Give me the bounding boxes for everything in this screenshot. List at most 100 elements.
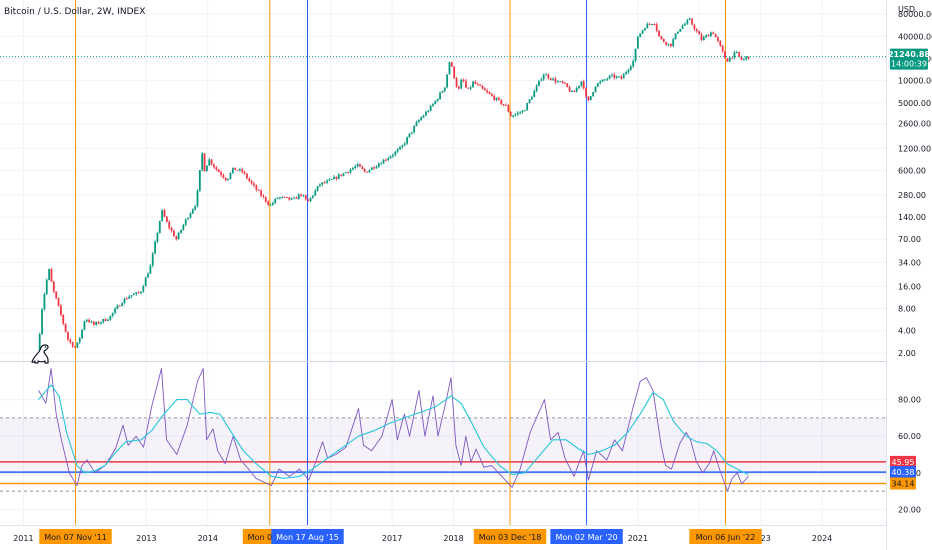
date-marker-label: Mon 02 Mar '20 [555,533,617,542]
candle-body [347,172,350,174]
candle-body [681,25,684,29]
candle-body [323,182,326,184]
candle-body [191,209,194,214]
level-label: 40.38 [892,468,915,477]
candle-body [695,29,698,32]
candle-body [311,195,314,198]
candle-body [552,78,554,80]
candle-body [304,195,307,200]
candle-body [90,321,93,323]
candle-body [611,74,613,76]
year-tick-label: 2018 [443,534,463,543]
candle-body [354,166,357,169]
oscillator-tick-label: 60.00 [898,432,921,441]
candle-body [479,84,481,86]
last-price-badge [890,48,928,70]
date-marker-badge[interactable] [473,529,547,544]
candle-body [542,74,545,80]
candle-body [686,19,689,24]
candle-body [432,104,434,106]
candle-body [264,196,267,202]
date-marker-badge[interactable] [689,529,762,544]
date-marker-badge[interactable] [39,529,112,544]
candle-body [377,163,380,167]
candle-body [559,81,562,83]
candle-body [107,319,109,322]
candle-body [373,167,376,169]
year-tick-label: 2013 [136,534,156,543]
candle-body [203,153,206,172]
candle-body [156,233,159,242]
candle-body [255,185,258,190]
candle-body [545,74,547,76]
oscillator-line [38,368,749,492]
price-tick-label: 600.00 [898,167,926,176]
candle-body [698,31,701,35]
candle-body [709,32,712,37]
candle-body [580,81,583,86]
oscillator-signal-line [38,384,749,479]
candle-body [392,154,394,157]
price-tick-label: 16.00 [898,282,921,291]
candle-body [48,269,51,280]
candle-body [427,110,430,112]
date-marker-label: Mon 03 Dec '18 [479,533,542,542]
candle-body [173,230,175,237]
candle-body [575,88,578,92]
candle-body [625,72,628,75]
candle-body [446,74,449,88]
price-axis[interactable]: 2.00 4.00 8.00 16.00 34.00 70.00 140.00 280.00 6… [898,10,932,358]
candle-body [563,82,566,84]
candle-body [639,33,642,37]
candle-body [64,323,67,332]
candle-body [234,167,237,170]
candle-body [413,126,416,133]
candle-body [490,94,493,96]
candle-body [187,217,189,220]
candle-body [589,96,592,101]
year-tick-label: 2017 [382,534,402,543]
candle-body [408,133,411,138]
candle-body [368,170,371,173]
candle-body [288,197,291,200]
candle-body [679,28,682,32]
candle-body [243,171,246,174]
candle-body [286,196,288,198]
candle-body [189,213,192,218]
chart-title: Bitcoin / U.S. Dollar, 2W, INDEX [4,7,145,17]
candle-body [300,194,303,196]
candle-body [655,24,658,31]
candle-body [208,159,211,166]
candle-body [319,184,321,187]
candle-body [375,166,378,169]
candle-body [302,195,305,197]
candle-body [566,83,569,88]
candle-body [667,43,670,45]
candle-body [406,137,408,144]
candle-body [457,86,460,89]
candle-body [182,224,185,230]
date-marker-badge[interactable] [271,529,344,544]
candle-body [342,173,345,176]
candle-body [554,78,557,83]
price-tick-label: 4.00 [898,327,916,336]
candle-body [137,292,140,294]
candle-body [483,88,486,91]
candle-body [585,88,587,97]
price-tick-label: 80000.00 [898,10,932,19]
candle-body [535,85,538,91]
date-marker-badge[interactable] [550,529,623,544]
candle-body [582,81,585,89]
candle-body [474,81,477,84]
candle-body [95,322,98,325]
candle-body [253,183,255,186]
candle-body [41,309,43,335]
candle-body [738,51,741,57]
date-marker-label: Mon 06 Jun '22 [696,533,756,542]
candle-body [443,87,446,92]
currency-label: USD [898,5,915,14]
candle-body [724,51,726,59]
candle-body [648,23,651,25]
